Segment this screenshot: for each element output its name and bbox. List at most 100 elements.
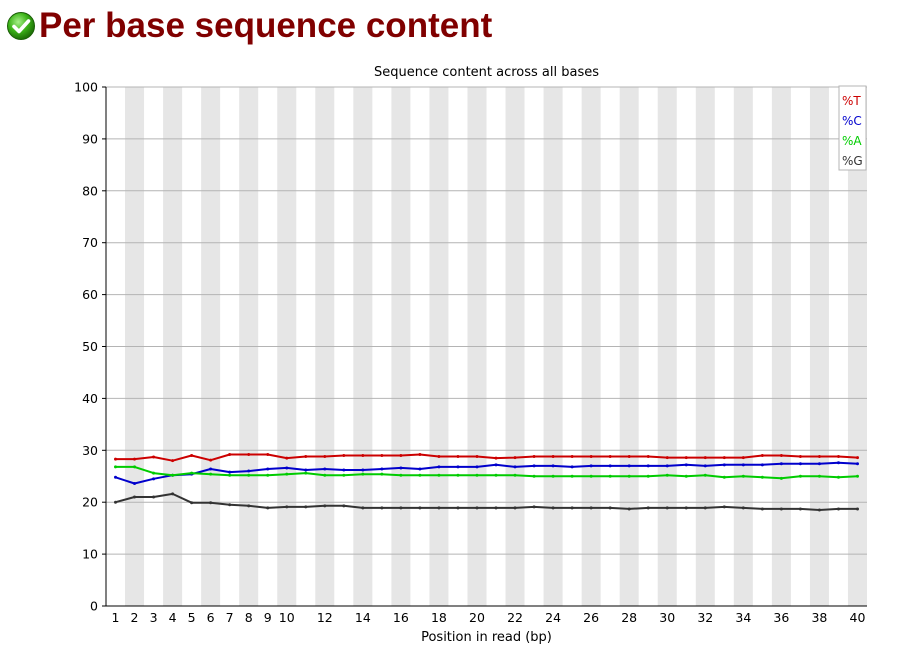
x-tick-label-32: 32 [697,610,713,625]
point-g-13 [342,504,346,508]
x-tick-label-18: 18 [431,610,447,625]
point-c-1 [114,475,118,479]
point-c-32 [703,464,707,468]
horizontal-gridlines [106,86,867,555]
point-g-34 [741,506,745,510]
series-lines [114,452,859,512]
x-tick-label-6: 6 [207,610,215,625]
point-t-31 [684,456,688,460]
point-c-26 [589,464,593,468]
x-tick-label-9: 9 [264,610,272,625]
x-tick-label-40: 40 [850,610,866,625]
point-a-12 [323,473,327,477]
point-g-5 [190,501,194,505]
point-t-6 [209,458,213,462]
series-line-g [115,492,858,511]
point-a-18 [437,473,441,477]
point-t-35 [760,453,764,457]
point-c-31 [684,463,688,467]
x-tick-label-34: 34 [735,610,751,625]
x-tick-label-12: 12 [317,610,333,625]
y-tick-label-100: 100 [74,80,98,95]
point-t-7 [228,452,232,456]
point-c-13 [342,468,346,472]
x-tick-label-5: 5 [188,610,196,625]
point-t-11 [304,455,308,459]
point-a-27 [608,474,612,478]
x-tick-label-30: 30 [659,610,675,625]
point-t-18 [437,455,441,459]
point-g-15 [380,506,384,510]
x-tick-label-10: 10 [279,610,295,625]
point-t-14 [361,453,365,457]
point-t-17 [418,452,422,456]
point-c-10 [285,466,289,470]
point-c-33 [722,463,726,467]
point-c-23 [532,464,536,468]
point-a-40 [855,474,859,478]
point-c-28 [627,464,631,468]
point-a-3 [152,471,156,475]
y-tick-label-80: 80 [82,183,98,198]
point-t-37 [798,455,802,459]
y-tick-label-20: 20 [82,495,98,510]
point-t-2 [133,457,137,461]
point-g-24 [551,506,555,510]
legend-entry-c: %C [842,114,862,128]
point-t-39 [836,455,840,459]
report-header: Per base sequence content [6,4,492,48]
x-tick-label-36: 36 [773,610,789,625]
point-g-18 [437,506,441,510]
point-a-16 [399,473,403,477]
point-t-13 [342,453,346,457]
y-tick-label-30: 30 [82,443,98,458]
point-t-25 [570,455,574,459]
x-axis-label: Position in read (bp) [421,630,552,645]
point-c-38 [817,462,821,466]
point-a-11 [304,471,308,475]
point-g-6 [209,501,213,505]
x-tick-label-8: 8 [245,610,253,625]
page-title: Per base sequence content [39,6,493,45]
chart-legend: %T %C %A %G [838,85,867,171]
point-t-40 [855,456,859,460]
x-tick-label-16: 16 [393,610,409,625]
point-g-40 [855,507,859,511]
point-a-19 [456,473,460,477]
point-a-20 [475,473,479,477]
point-t-9 [266,452,270,456]
point-c-3 [152,477,156,481]
y-tick-label-50: 50 [82,339,98,354]
point-c-12 [323,467,327,471]
point-t-22 [513,456,517,460]
point-a-14 [361,472,365,476]
legend-box [838,85,867,171]
point-c-9 [266,467,270,471]
point-t-27 [608,455,612,459]
x-tick-label-1: 1 [112,610,120,625]
point-a-39 [836,475,840,479]
point-c-36 [779,462,783,466]
point-g-31 [684,506,688,510]
point-t-12 [323,455,327,459]
point-g-17 [418,506,422,510]
point-t-28 [627,455,631,459]
point-t-30 [665,456,669,460]
point-g-12 [323,504,327,508]
point-c-34 [741,463,745,467]
point-c-16 [399,466,403,470]
legend-entry-t: %T [842,94,861,108]
x-tick-label-14: 14 [355,610,371,625]
point-t-33 [722,456,726,460]
point-c-17 [418,467,422,471]
point-a-24 [551,474,555,478]
point-g-10 [285,505,289,509]
point-a-29 [646,474,650,478]
point-t-20 [475,455,479,459]
point-t-3 [152,455,156,459]
x-tick-label-2: 2 [131,610,139,625]
legend-entry-a: %A [842,134,862,148]
point-g-27 [608,506,612,510]
point-t-34 [741,456,745,460]
